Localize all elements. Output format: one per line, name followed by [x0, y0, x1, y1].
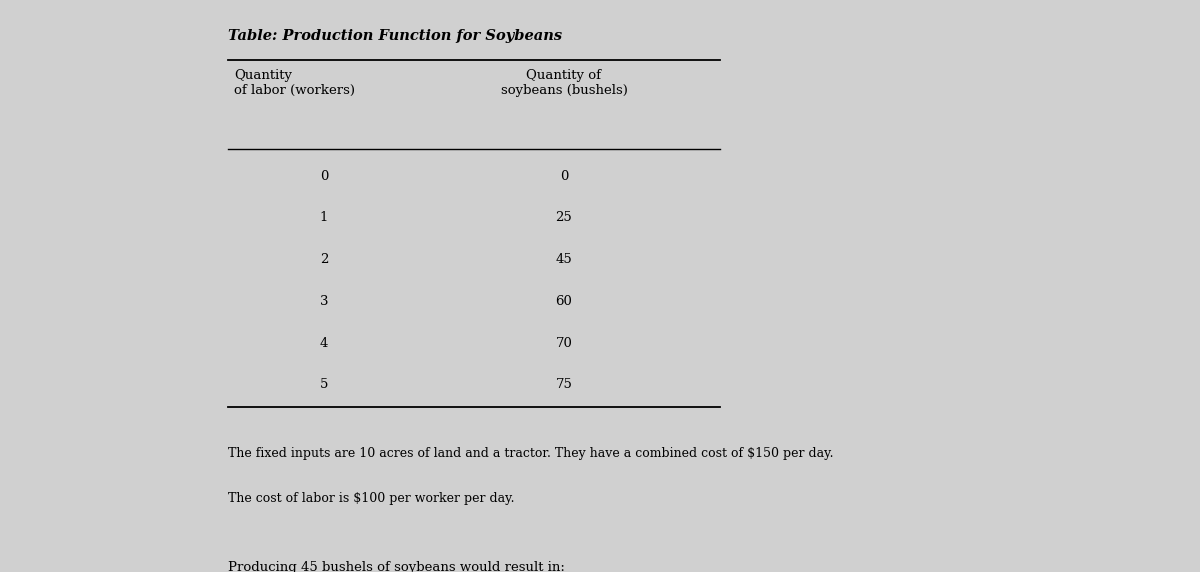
Text: Producing 45 bushels of soybeans would result in:: Producing 45 bushels of soybeans would r…	[228, 561, 565, 572]
Text: 45: 45	[556, 253, 572, 266]
Text: 0: 0	[560, 170, 568, 182]
Text: The fixed inputs are 10 acres of land and a tractor. They have a combined cost o: The fixed inputs are 10 acres of land an…	[228, 447, 834, 460]
Text: Table: Production Function for Soybeans: Table: Production Function for Soybeans	[228, 29, 562, 42]
Text: 5: 5	[320, 379, 328, 391]
Text: Quantity
of labor (workers): Quantity of labor (workers)	[234, 69, 355, 97]
Text: 1: 1	[320, 212, 328, 224]
Text: 60: 60	[556, 295, 572, 308]
Text: 25: 25	[556, 212, 572, 224]
Text: 2: 2	[320, 253, 328, 266]
Text: 3: 3	[319, 295, 329, 308]
Text: 75: 75	[556, 379, 572, 391]
Text: 4: 4	[320, 337, 328, 349]
Text: The cost of labor is $100 per worker per day.: The cost of labor is $100 per worker per…	[228, 492, 515, 506]
Text: Quantity of
soybeans (bushels): Quantity of soybeans (bushels)	[500, 69, 628, 97]
Text: 0: 0	[320, 170, 328, 182]
Text: 70: 70	[556, 337, 572, 349]
